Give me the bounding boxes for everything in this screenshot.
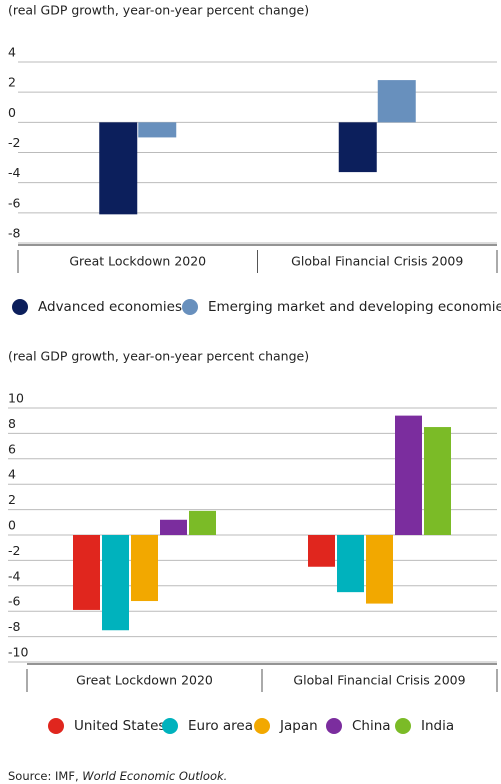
- bar: [338, 122, 377, 173]
- y-tick-label: 8: [8, 416, 16, 431]
- chart-title: (real GDP growth, year-on-year percent c…: [8, 3, 309, 18]
- legend-marker: [254, 718, 270, 734]
- legend-label: India: [421, 718, 454, 734]
- bar: [424, 427, 451, 535]
- legend-marker: [48, 718, 64, 734]
- bar: [189, 510, 216, 535]
- y-tick-label: -6: [8, 195, 21, 210]
- y-tick-label: 2: [8, 492, 16, 507]
- legend-label: Advanced economies: [38, 299, 182, 315]
- bar: [102, 535, 129, 631]
- y-tick-label: -4: [8, 165, 21, 180]
- legend-marker: [162, 718, 178, 734]
- legend-marker: [395, 718, 411, 734]
- bar: [395, 415, 422, 535]
- y-tick-label: 2: [8, 75, 16, 90]
- y-tick-label: 0: [8, 518, 16, 533]
- legend-label: Euro area: [188, 718, 253, 734]
- bar: [138, 122, 177, 138]
- legend-marker: [326, 718, 342, 734]
- source-text: Source: IMF,: [8, 769, 82, 783]
- y-tick-label: -4: [8, 568, 21, 583]
- chart-title: (real GDP growth, year-on-year percent c…: [8, 349, 309, 364]
- source: Source: IMF, World Economic Outlook.: [8, 769, 227, 783]
- bar: [73, 535, 100, 610]
- y-tick-label: 0: [8, 105, 16, 120]
- legend-label: Japan: [279, 718, 318, 734]
- bar: [366, 535, 393, 604]
- y-tick-label: 4: [8, 45, 16, 60]
- bar: [377, 80, 416, 123]
- x-tick-label: Global Financial Crisis 2009: [293, 673, 465, 688]
- y-tick-label: -8: [8, 226, 21, 241]
- bar: [160, 519, 187, 535]
- bar: [308, 535, 335, 567]
- bar: [131, 535, 158, 602]
- bar: [99, 122, 138, 215]
- y-tick-label: 6: [8, 441, 16, 456]
- legend-marker: [12, 299, 28, 315]
- y-tick-label: -2: [8, 543, 20, 558]
- legend-label: China: [352, 718, 391, 734]
- y-tick-label: 4: [8, 467, 16, 482]
- x-tick-label: Global Financial Crisis 2009: [291, 254, 463, 269]
- y-tick-label: -6: [8, 594, 21, 609]
- x-tick-label: Great Lockdown 2020: [76, 673, 213, 688]
- y-tick-label: 10: [8, 391, 24, 406]
- legend-label: United States: [74, 718, 165, 734]
- y-tick-label: -10: [8, 645, 28, 660]
- x-tick-label: Great Lockdown 2020: [69, 254, 206, 269]
- bar: [337, 535, 364, 593]
- y-tick-label: -2: [8, 135, 20, 150]
- y-tick-label: -8: [8, 619, 21, 634]
- legend-marker: [182, 299, 198, 315]
- legend-label: Emerging market and developing economies: [208, 299, 501, 315]
- source-publication: World Economic Outlook.: [82, 769, 227, 783]
